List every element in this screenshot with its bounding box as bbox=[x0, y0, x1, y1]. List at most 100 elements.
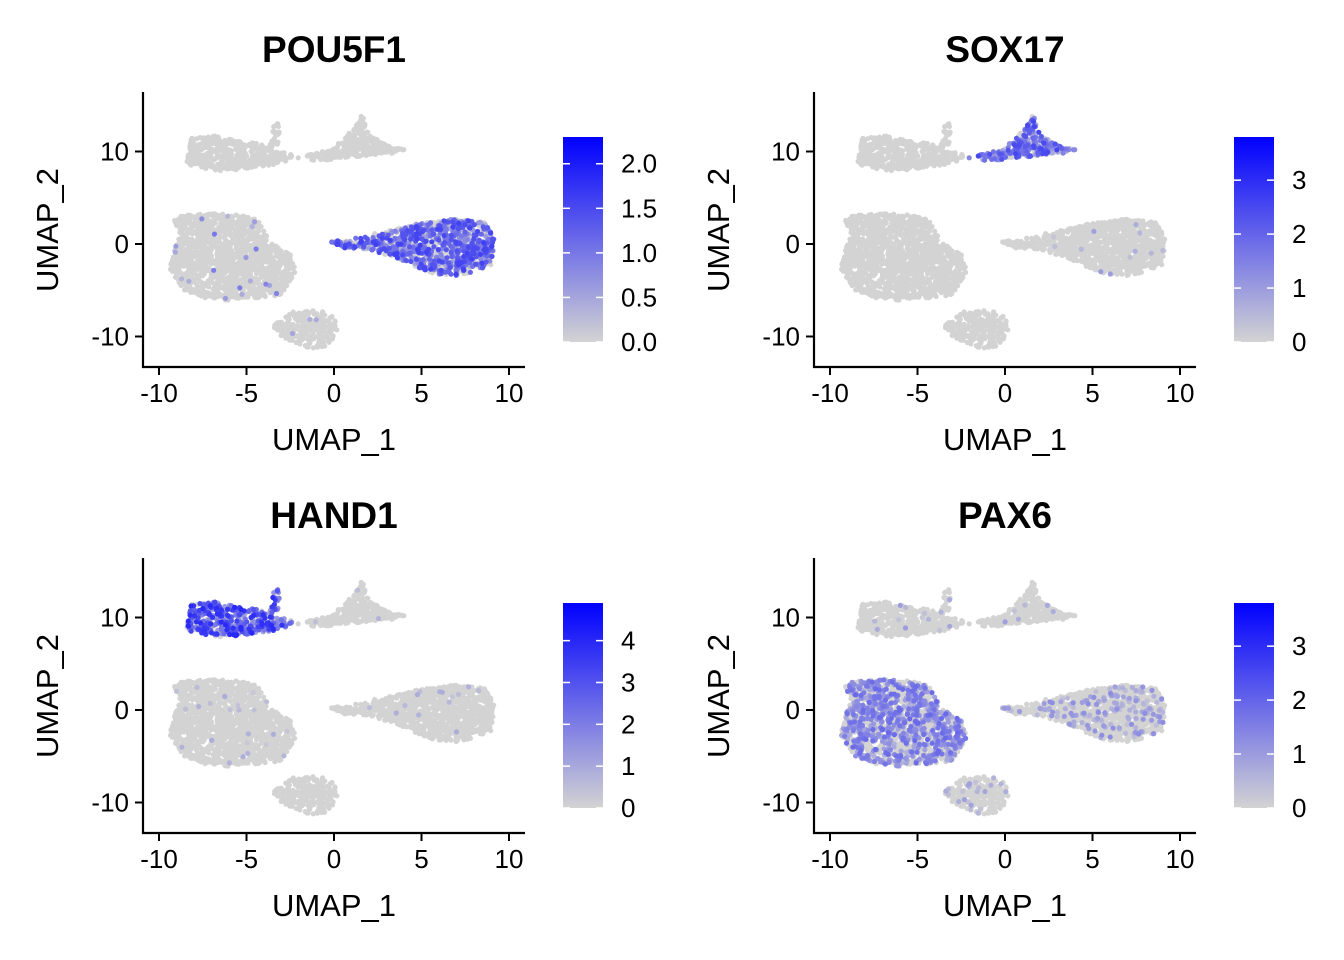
cell-point-expressing bbox=[420, 257, 426, 263]
cell-point bbox=[269, 241, 275, 247]
cell-point-expressing bbox=[434, 226, 440, 232]
panel-title: SOX17 bbox=[945, 29, 1064, 70]
cell-point-expressing bbox=[353, 235, 359, 241]
cell-point bbox=[182, 226, 188, 232]
cell-point bbox=[370, 146, 376, 152]
cell-point bbox=[198, 155, 204, 161]
cell-point bbox=[877, 145, 883, 151]
cell-point bbox=[359, 127, 365, 133]
cell-point-expressing bbox=[358, 238, 364, 244]
cell-point bbox=[867, 161, 874, 167]
cell-point bbox=[941, 128, 947, 135]
cell-point bbox=[225, 158, 231, 164]
cell-point-expressing bbox=[443, 247, 449, 253]
cell-point bbox=[265, 249, 271, 255]
cell-point-expressing bbox=[199, 216, 205, 222]
cell-point bbox=[243, 261, 249, 267]
cell-point bbox=[324, 332, 330, 338]
cell-point-expressing bbox=[485, 225, 491, 231]
cell-point bbox=[354, 142, 360, 148]
cell-point bbox=[218, 220, 224, 226]
cell-point bbox=[192, 287, 198, 293]
cell-point bbox=[256, 257, 262, 263]
cell-point-expressing bbox=[431, 244, 437, 250]
cell-point-expressing bbox=[313, 317, 319, 323]
cell-point bbox=[217, 246, 223, 252]
cell-point bbox=[258, 224, 264, 230]
cell-point bbox=[206, 284, 212, 290]
x-axis-title: UMAP_1 bbox=[272, 422, 396, 457]
cell-point bbox=[286, 312, 292, 318]
cell-point bbox=[877, 151, 883, 157]
cell-point bbox=[331, 326, 337, 332]
cell-point-expressing bbox=[425, 222, 431, 228]
cell-point bbox=[320, 327, 326, 333]
cell-point-expressing bbox=[442, 239, 448, 245]
cell-point bbox=[310, 345, 316, 351]
cell-point bbox=[244, 153, 250, 159]
cell-point bbox=[921, 142, 928, 148]
cell-point-expressing bbox=[387, 237, 393, 243]
cell-point bbox=[223, 227, 229, 233]
points-layer bbox=[168, 113, 497, 351]
cell-point bbox=[266, 160, 272, 166]
points-layer bbox=[839, 113, 1168, 351]
cell-point bbox=[259, 291, 265, 297]
cell-point bbox=[251, 153, 257, 159]
cell-point bbox=[234, 294, 240, 300]
cell-point bbox=[289, 262, 295, 269]
cell-point-expressing bbox=[418, 261, 424, 267]
cell-point bbox=[208, 275, 214, 281]
cell-point-expressing bbox=[435, 247, 441, 253]
cell-point bbox=[196, 161, 203, 167]
cell-point bbox=[195, 149, 201, 155]
cell-point bbox=[222, 270, 228, 276]
cell-point-expressing bbox=[414, 236, 420, 242]
cell-point bbox=[194, 231, 200, 237]
cell-point bbox=[338, 149, 344, 155]
cell-point-expressing bbox=[455, 226, 461, 232]
cell-point bbox=[191, 137, 197, 143]
cell-point bbox=[244, 159, 250, 165]
feature-plot-panel: POU5F1-10 -5 0 5 10-10010UMAP_1UMAP_20.00.51… bbox=[30, 29, 657, 457]
cell-point bbox=[362, 143, 368, 149]
cell-point-expressing bbox=[398, 241, 404, 247]
cell-point bbox=[181, 263, 187, 269]
cell-point bbox=[238, 153, 244, 159]
cell-point bbox=[230, 164, 236, 170]
cell-point bbox=[360, 148, 366, 154]
cell-point bbox=[320, 155, 326, 162]
cell-point-expressing bbox=[474, 228, 481, 235]
cell-point bbox=[227, 232, 233, 238]
y-tick-label: 0 bbox=[115, 229, 129, 259]
cell-point bbox=[195, 274, 201, 280]
cell-point bbox=[193, 153, 200, 159]
cell-point bbox=[312, 334, 318, 340]
cell-point bbox=[304, 153, 310, 159]
cell-point bbox=[246, 142, 252, 148]
cell-point bbox=[208, 223, 215, 229]
cell-point bbox=[278, 332, 284, 339]
cell-point-expressing bbox=[225, 213, 231, 219]
cell-point bbox=[206, 145, 212, 151]
cell-point bbox=[247, 286, 253, 292]
cell-point bbox=[943, 140, 949, 146]
cell-point bbox=[215, 137, 221, 143]
cell-point bbox=[901, 164, 907, 170]
cell-point bbox=[192, 250, 198, 256]
cell-point bbox=[394, 147, 400, 153]
cell-point bbox=[238, 226, 244, 232]
x-tick-label: -10 bbox=[140, 378, 178, 408]
cell-point bbox=[890, 157, 896, 163]
cell-point-expressing bbox=[364, 236, 370, 242]
cell-point bbox=[190, 264, 196, 270]
cell-point bbox=[324, 317, 330, 324]
cell-point bbox=[208, 253, 214, 259]
cell-point bbox=[386, 147, 392, 153]
cell-point-expressing bbox=[480, 224, 486, 230]
cell-point bbox=[255, 280, 261, 286]
cell-point bbox=[284, 320, 290, 326]
cell-point bbox=[862, 137, 868, 143]
cell-point bbox=[903, 138, 909, 144]
cell-point bbox=[204, 290, 210, 296]
